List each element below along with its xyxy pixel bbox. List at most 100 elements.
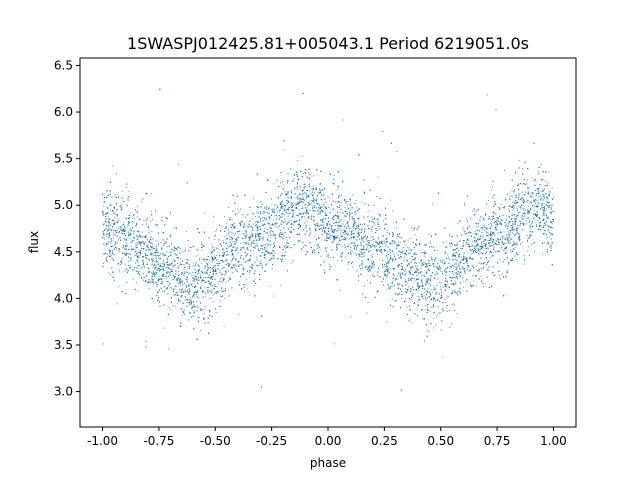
data-point — [208, 277, 210, 278]
data-point — [232, 252, 233, 254]
data-point — [528, 187, 530, 189]
data-point — [219, 263, 221, 264]
data-point — [539, 203, 541, 205]
data-point — [428, 233, 430, 235]
data-point — [422, 264, 424, 265]
data-point — [426, 329, 428, 331]
data-point — [360, 239, 362, 241]
data-point — [285, 251, 287, 253]
data-point — [512, 230, 514, 232]
data-point — [377, 213, 379, 215]
data-point — [445, 307, 447, 308]
data-point — [373, 239, 375, 241]
data-point — [454, 304, 456, 306]
data-point — [228, 229, 229, 231]
data-point — [240, 225, 241, 227]
data-point — [546, 243, 548, 245]
data-point — [495, 243, 496, 245]
data-point — [328, 263, 330, 265]
data-point — [523, 218, 525, 220]
data-point — [430, 242, 431, 244]
data-point — [149, 248, 151, 250]
data-point — [104, 248, 106, 250]
data-point — [437, 300, 438, 302]
data-point — [378, 221, 380, 223]
data-point — [505, 223, 507, 225]
data-point — [402, 269, 404, 271]
data-point — [379, 228, 381, 230]
data-point — [313, 235, 315, 237]
data-point — [246, 242, 248, 244]
data-point — [203, 291, 205, 293]
data-point — [519, 224, 521, 226]
data-point — [516, 208, 518, 209]
data-point — [517, 199, 519, 201]
data-point — [326, 246, 328, 248]
data-point — [118, 269, 120, 271]
data-point — [329, 211, 331, 213]
data-point — [231, 272, 233, 274]
data-point — [138, 257, 140, 259]
data-point — [517, 210, 519, 212]
data-point — [370, 255, 372, 257]
data-point — [369, 245, 371, 247]
data-point — [314, 252, 316, 253]
data-point — [321, 227, 323, 229]
data-point — [434, 274, 436, 276]
data-point — [386, 276, 388, 278]
data-point — [291, 223, 293, 224]
data-point — [548, 171, 550, 173]
data-point — [240, 247, 242, 248]
data-point — [478, 235, 480, 237]
data-point — [147, 226, 149, 228]
data-point — [212, 249, 214, 251]
data-point — [425, 265, 427, 267]
data-point — [118, 285, 120, 287]
data-point — [503, 231, 505, 233]
data-point — [299, 201, 301, 203]
data-point — [205, 295, 207, 297]
data-point — [362, 268, 364, 269]
data-point — [421, 309, 423, 311]
data-point — [508, 221, 510, 223]
data-point — [268, 218, 270, 220]
data-point — [362, 224, 364, 225]
data-point — [158, 275, 160, 277]
data-point — [339, 237, 341, 239]
data-point — [150, 210, 152, 212]
data-point — [512, 232, 513, 234]
data-point — [156, 225, 158, 227]
data-point — [500, 278, 502, 280]
data-point — [207, 290, 209, 292]
data-point — [519, 238, 521, 240]
data-point — [500, 204, 502, 205]
data-point — [394, 280, 396, 282]
data-point — [379, 246, 381, 248]
data-point — [265, 250, 267, 251]
data-point — [425, 279, 427, 281]
data-point — [158, 256, 160, 258]
data-point — [429, 296, 431, 297]
data-point — [528, 237, 530, 239]
data-point — [530, 224, 532, 226]
data-point — [519, 236, 520, 238]
data-point — [140, 244, 141, 246]
data-point — [335, 244, 337, 246]
data-point — [290, 220, 292, 222]
data-point — [305, 203, 307, 205]
data-point — [420, 275, 422, 277]
data-point — [184, 283, 185, 284]
data-point — [311, 202, 313, 204]
data-point — [367, 260, 369, 262]
data-point — [404, 274, 406, 276]
data-point — [392, 210, 394, 212]
data-point — [531, 207, 533, 209]
data-point — [271, 203, 273, 205]
data-point — [504, 169, 505, 171]
data-point — [457, 290, 459, 292]
data-point — [549, 235, 551, 237]
data-point — [528, 210, 529, 212]
data-point — [367, 302, 369, 304]
data-point — [472, 210, 474, 212]
data-point — [501, 214, 503, 216]
